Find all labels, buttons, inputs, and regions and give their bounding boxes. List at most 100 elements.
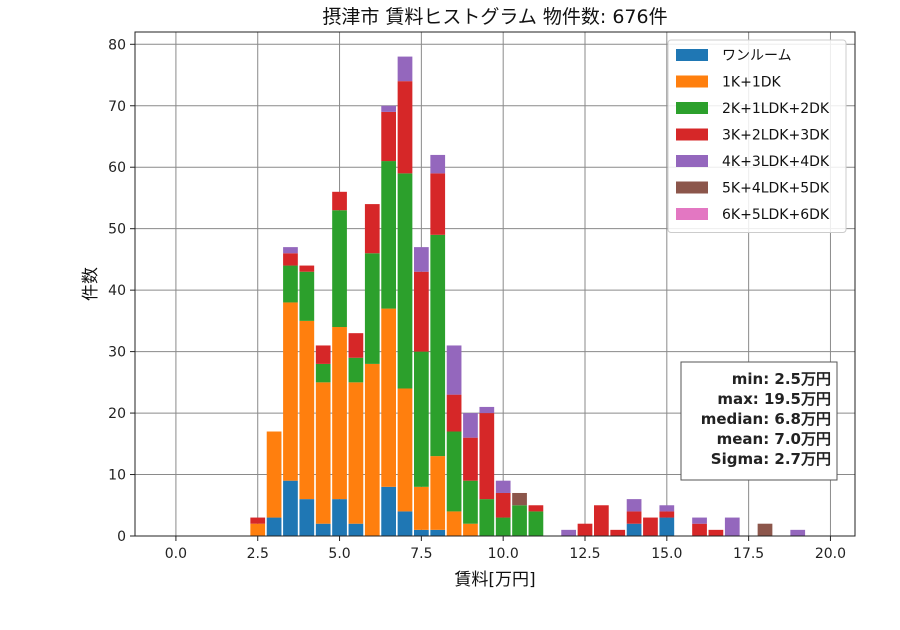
bar-s5-x16 (512, 492, 527, 506)
bar-s3-x2 (283, 253, 298, 266)
stats-frame (680, 361, 838, 481)
bar-s4-x14 (479, 406, 495, 414)
stats-line-1: max: 19.5万円 (717, 390, 831, 408)
legend-label-0: ワンルーム (722, 48, 792, 64)
bar-s0-x5 (332, 499, 347, 536)
legend-label-1: 1K+1DK (722, 75, 782, 91)
bar-s3-x20 (577, 523, 593, 536)
bar-s2-x9 (397, 173, 413, 389)
bar-s4-x25 (659, 505, 675, 512)
bar-s2-x5 (332, 210, 347, 328)
bar-s1-x8 (381, 308, 396, 487)
y-tick-label-5: 50 (108, 222, 126, 238)
bar-s3-x15 (495, 492, 511, 518)
bar-s0-x9 (397, 511, 413, 536)
bar-s1-x3 (299, 320, 315, 500)
x-tick-label-7: 17.5 (733, 546, 764, 562)
legend-label-6: 6K+5LDK+6DK (722, 207, 830, 223)
x-tick-label-8: 20.0 (815, 546, 846, 562)
bar-s3-x25 (659, 511, 675, 518)
bar-s3-x7 (364, 204, 380, 254)
bar-s1-x4 (315, 382, 331, 524)
x-tick-label-1: 2.5 (247, 546, 269, 562)
y-tick-label-8: 80 (108, 37, 126, 53)
stats-line-4: Sigma: 2.7万円 (711, 450, 831, 468)
x-tick-label-6: 15.0 (651, 546, 682, 562)
bar-s4-x33 (790, 529, 806, 536)
bar-s0-x8 (381, 486, 396, 536)
bar-s3-x21 (594, 505, 609, 536)
bar-s2-x15 (495, 517, 511, 536)
bar-s1-x11 (430, 456, 446, 530)
bar-s0-x25 (659, 517, 675, 536)
x-tick-label-0: 0.0 (165, 546, 187, 562)
bar-s0-x3 (299, 499, 315, 536)
legend-label-5: 5K+4LDK+5DK (722, 181, 830, 197)
bar-s4-x15 (495, 480, 511, 493)
bar-s1-x13 (463, 523, 478, 536)
x-tick-label-5: 12.5 (569, 546, 600, 562)
plot-frame (134, 31, 856, 537)
bar-s3-x6 (348, 333, 364, 358)
bar-s3-x23 (626, 511, 642, 524)
bar-s3-x28 (708, 529, 724, 536)
y-tick-label-6: 60 (108, 160, 126, 176)
grid-lines (135, 32, 855, 537)
x-tick-label-4: 10.0 (488, 546, 519, 562)
bar-s2-x17 (528, 511, 544, 536)
y-tick-label-2: 20 (108, 406, 126, 422)
bar-s3-x9 (397, 81, 413, 174)
y-tick-label-7: 70 (108, 99, 126, 115)
bar-s4-x8 (381, 105, 396, 112)
legend-label-2: 2K+1LDK+2DK (722, 101, 830, 117)
legend-swatch-4 (676, 155, 708, 167)
legend: ワンルーム 1K+1DK 2K+1LDK+2DK 3K+2LDK+3DK 4K+3LDK… (667, 39, 847, 233)
bar-s2-x11 (430, 234, 446, 457)
legend-swatch-2 (676, 102, 708, 114)
bar-s4-x12 (446, 345, 462, 395)
x-axis-ticks: 0.0 2.5 5.0 7.5 10.0 12.5 15.0 17.5 20.0 (165, 536, 846, 562)
legend-label-4: 4K+3LDK+4DK (722, 154, 830, 170)
bar-s1-x9 (397, 388, 413, 512)
legend-swatch-1 (676, 75, 708, 88)
bar-s0-x10 (414, 529, 429, 536)
bar-s0-x1 (266, 517, 282, 536)
bar-s2-x12 (446, 431, 462, 512)
bar-s2-x10 (414, 351, 429, 487)
bar-s3-x11 (430, 173, 446, 235)
bar-s4-x13 (463, 413, 478, 438)
x-tick-label-2: 5.0 (328, 546, 350, 562)
bar-s3-x13 (463, 437, 478, 481)
bar-s2-x2 (283, 265, 298, 303)
bar-s1-x7 (364, 363, 380, 536)
y-tick-label-4: 40 (108, 283, 126, 299)
x-tick-label-3: 7.5 (410, 546, 432, 562)
bar-s3-x22 (610, 529, 626, 536)
bar-s3-x10 (414, 271, 429, 352)
legend-swatch-6 (676, 208, 708, 220)
stats-box: min: 2.5万円 max: 19.5万円 median: 6.8万円 mean: … (680, 361, 838, 481)
bar-s3-x0 (250, 517, 266, 524)
bar-s0-x4 (315, 523, 331, 536)
bar-s3-x14 (479, 413, 495, 500)
x-axis-label: 賃料[万円] (454, 570, 535, 590)
y-tick-label-0: 0 (117, 529, 126, 545)
bar-s3-x8 (381, 111, 396, 162)
bar-s4-x19 (561, 529, 576, 536)
bar-s4-x29 (724, 517, 740, 536)
bar-s4-x2 (283, 247, 298, 254)
legend-frame (667, 39, 847, 233)
bar-s3-x3 (299, 265, 315, 272)
bar-s2-x13 (463, 480, 478, 524)
bar-s4-x11 (430, 154, 446, 174)
y-axis-ticks: 0 10 20 30 40 50 60 70 80 (108, 37, 135, 545)
legend-swatch-5 (676, 181, 708, 194)
bar-s1-x12 (446, 511, 462, 536)
bar-s2-x14 (479, 499, 495, 536)
bar-s2-x8 (381, 161, 396, 309)
bar-s4-x10 (414, 247, 429, 272)
bar-s2-x6 (348, 357, 364, 383)
bar-s2-x7 (364, 253, 380, 364)
bar-s3-x27 (692, 523, 707, 536)
